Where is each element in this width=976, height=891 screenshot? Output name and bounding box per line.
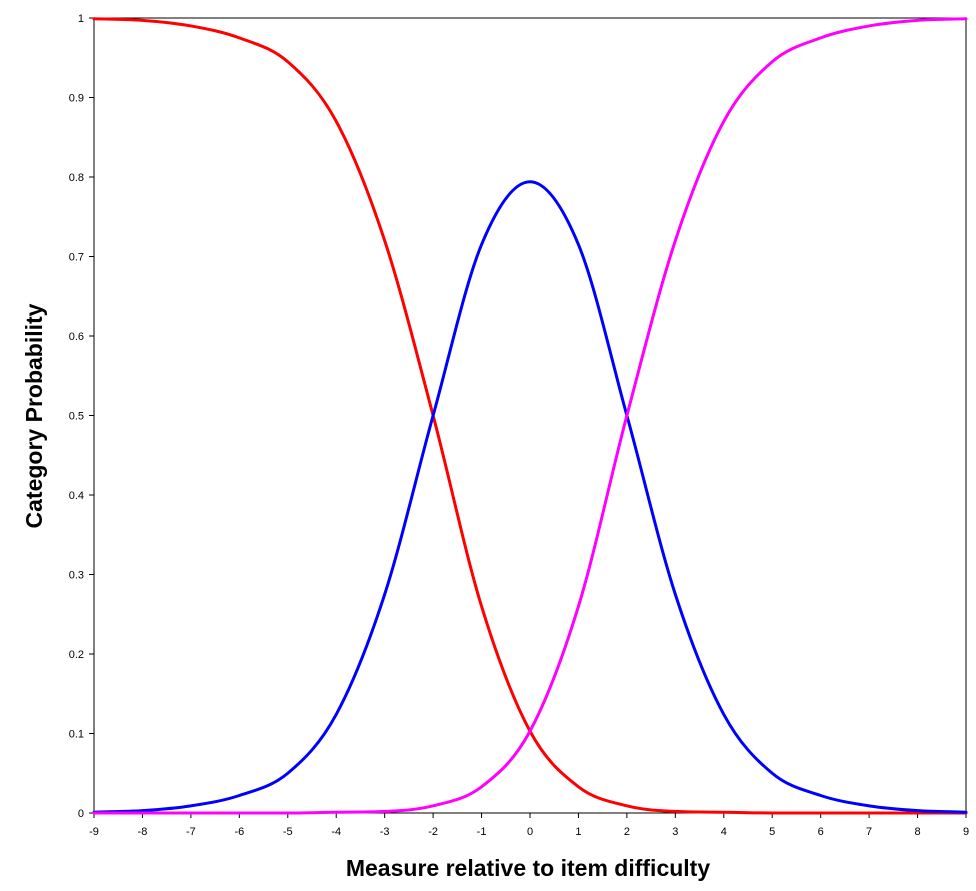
x-tick-label: 2 [624,826,630,838]
y-axis-title: Category Probability [21,303,47,528]
y-tick-label: 0.3 [69,570,84,582]
x-tick-label: 9 [963,826,969,838]
x-tick-label: -7 [186,826,196,838]
series-layer [92,17,968,815]
x-axis: -9 -8 -7 -6 -5 -4 -3 -2 -1 0 1 2 3 4 5 6 7 8 9 [89,813,969,838]
x-axis-title: Measure relative to item difficulty [346,855,710,881]
y-tick-label: 0.4 [69,490,84,502]
x-tick-label: 6 [818,826,824,838]
y-tick-label: 0.5 [69,411,84,423]
x-tick-label: -4 [331,826,341,838]
x-tick-label: 8 [914,826,920,838]
y-tick-label: 0.6 [69,331,84,343]
y-tick-label: 0.9 [69,93,84,105]
series-line-1 [92,17,968,815]
y-tick-label: 0.2 [69,649,84,661]
y-tick-label: 0.1 [69,729,84,741]
x-tick-label: -5 [283,826,293,838]
x-tick-label: 3 [672,826,678,838]
y-tick-label: 0 [78,808,84,820]
x-tick-label: -8 [138,826,148,838]
x-tick-label: -9 [89,826,99,838]
series-line-2 [92,180,968,814]
y-tick-label: 0.7 [69,252,84,264]
plot-area [93,17,967,814]
series-line-3 [92,17,968,815]
x-tick-label: -2 [428,826,438,838]
x-tick-label: -3 [380,826,390,838]
x-tick-label: -6 [234,826,244,838]
x-tick-label: 1 [575,826,581,838]
x-tick-label: 4 [721,826,727,838]
x-tick-label: 5 [769,826,775,838]
x-tick-label: 0 [527,826,533,838]
x-tick-label: 7 [866,826,872,838]
y-tick-label: 1 [78,13,84,25]
x-tick-label: -1 [477,826,487,838]
y-axis: 0 0.1 0.2 0.3 0.4 0.5 0.6 0.7 0.8 0.9 1 [69,13,94,820]
y-tick-label: 0.8 [69,172,84,184]
